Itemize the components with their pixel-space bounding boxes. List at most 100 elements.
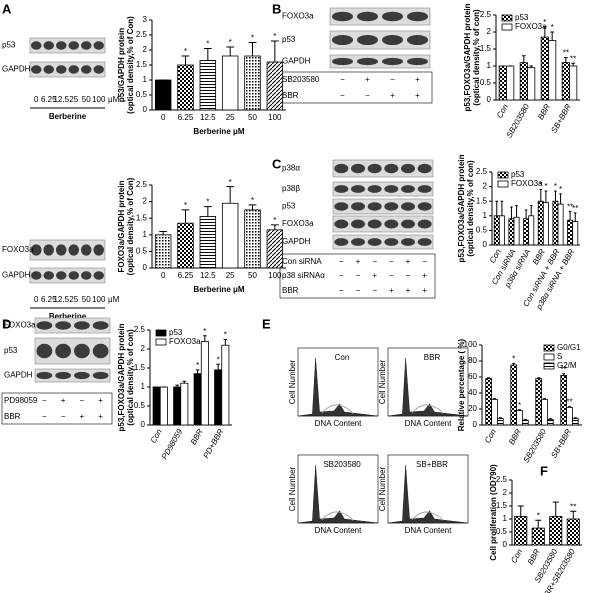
blot-band: [93, 271, 104, 280]
error-bar: [548, 418, 552, 420]
blot-band: [55, 371, 71, 380]
blot-row-label: GAPDH: [282, 57, 311, 66]
y-tick-label: 60: [468, 372, 477, 381]
blot-band: [417, 202, 432, 211]
significance-mark: *: [251, 34, 254, 43]
error-bar: [175, 384, 179, 387]
blot-band: [43, 244, 54, 256]
lane-label: 0: [34, 95, 39, 104]
error-bar: [521, 55, 526, 63]
x-tick-label: 100: [268, 113, 282, 122]
x-tick-label: Con: [509, 547, 524, 565]
x-tick-label: 6.25: [178, 113, 194, 122]
blot-band: [56, 271, 67, 280]
bar: [566, 518, 580, 546]
treatment-sign: +: [406, 286, 411, 295]
blot-band: [36, 371, 53, 380]
bar: [572, 221, 579, 246]
treatment-label: BBR: [282, 91, 299, 100]
error-bar: [203, 48, 212, 61]
blot-band: [407, 34, 428, 46]
y-tick-label: 2.5: [476, 167, 488, 176]
error-bar: [512, 362, 516, 365]
bar: [519, 62, 528, 101]
bar: [528, 215, 535, 246]
histogram-shape: [387, 358, 469, 417]
treatment-sign: +: [80, 412, 85, 421]
significance-mark: *: [229, 38, 232, 47]
legend-label: G0/G1: [557, 343, 581, 352]
treatment-sign: −: [389, 271, 394, 280]
blot-band: [384, 219, 399, 229]
blot-band: [55, 343, 71, 359]
error-bar: [510, 206, 513, 219]
blot-band: [93, 65, 104, 74]
y-tick-label: 1.5: [496, 501, 508, 510]
significance-mark: *: [184, 201, 187, 210]
bar: [152, 386, 161, 426]
blot-band: [74, 321, 90, 330]
histogram-fit: [411, 511, 443, 522]
blot-band: [407, 11, 428, 22]
blot-band: [68, 41, 79, 50]
blot-band: [81, 271, 92, 280]
treatment-box: [1, 392, 113, 425]
error-bar: [529, 65, 534, 68]
significance-mark: **: [561, 365, 567, 374]
error-bar: [559, 193, 562, 205]
treatment-sign: −: [339, 271, 344, 280]
error-bar: [223, 339, 228, 346]
error-bar: [203, 206, 212, 217]
y-tick-label: 1: [143, 230, 148, 239]
blot-row-label: GAPDH: [2, 271, 31, 280]
histogram-y-label: Cell Number: [288, 359, 297, 404]
y-tick-label: 2: [503, 488, 508, 497]
y-tick-label: 40: [468, 388, 477, 397]
blot-band: [31, 244, 42, 256]
treatment-sign: +: [389, 286, 394, 295]
x-tick-label: 100: [268, 271, 282, 280]
y-tick-label: 1: [143, 75, 148, 84]
histogram-x-label: DNA Content: [405, 526, 452, 535]
significance-mark: *: [512, 355, 515, 364]
bar: [177, 222, 194, 269]
lane-label: 50: [82, 295, 91, 304]
blot-band: [55, 321, 71, 330]
error-bar: [487, 377, 491, 379]
x-tick-label: 0: [161, 271, 166, 280]
blot-band: [92, 371, 109, 380]
blot-row-label: p53: [4, 346, 18, 355]
bar: [497, 418, 504, 426]
blot-band: [401, 219, 415, 229]
blot-band: [74, 371, 90, 380]
blot-band: [31, 65, 42, 74]
significance-mark: *: [543, 18, 546, 27]
bar: [506, 65, 515, 101]
bar: [557, 203, 564, 246]
lane-label: 25: [69, 95, 78, 104]
bar: [199, 216, 217, 269]
blot-strip: [329, 30, 431, 50]
treatment-sign: −: [42, 412, 47, 421]
bar: [221, 55, 239, 111]
bar: [199, 60, 217, 111]
treatment-sign: +: [372, 271, 377, 280]
histogram-title: SB203580: [323, 460, 361, 469]
legend-label: p53: [511, 170, 525, 179]
blot-band: [56, 41, 67, 50]
error-bar: [573, 212, 577, 222]
blot-band: [367, 219, 382, 229]
x-axis-label: Berberine μM: [193, 127, 244, 136]
y-axis-label: (optical density,% of con): [472, 9, 481, 106]
blot-strip: [34, 368, 111, 383]
x-tick-label: 0: [161, 113, 166, 122]
treatment-sign: −: [339, 257, 344, 266]
blot-band: [357, 11, 378, 22]
error-bar: [515, 205, 518, 218]
bar: [548, 40, 557, 101]
bar: [572, 418, 579, 426]
error-bar: [535, 519, 542, 529]
y-axis-label: (optical density,% of con): [126, 329, 135, 426]
bar: [214, 369, 223, 426]
bar: [561, 62, 570, 101]
